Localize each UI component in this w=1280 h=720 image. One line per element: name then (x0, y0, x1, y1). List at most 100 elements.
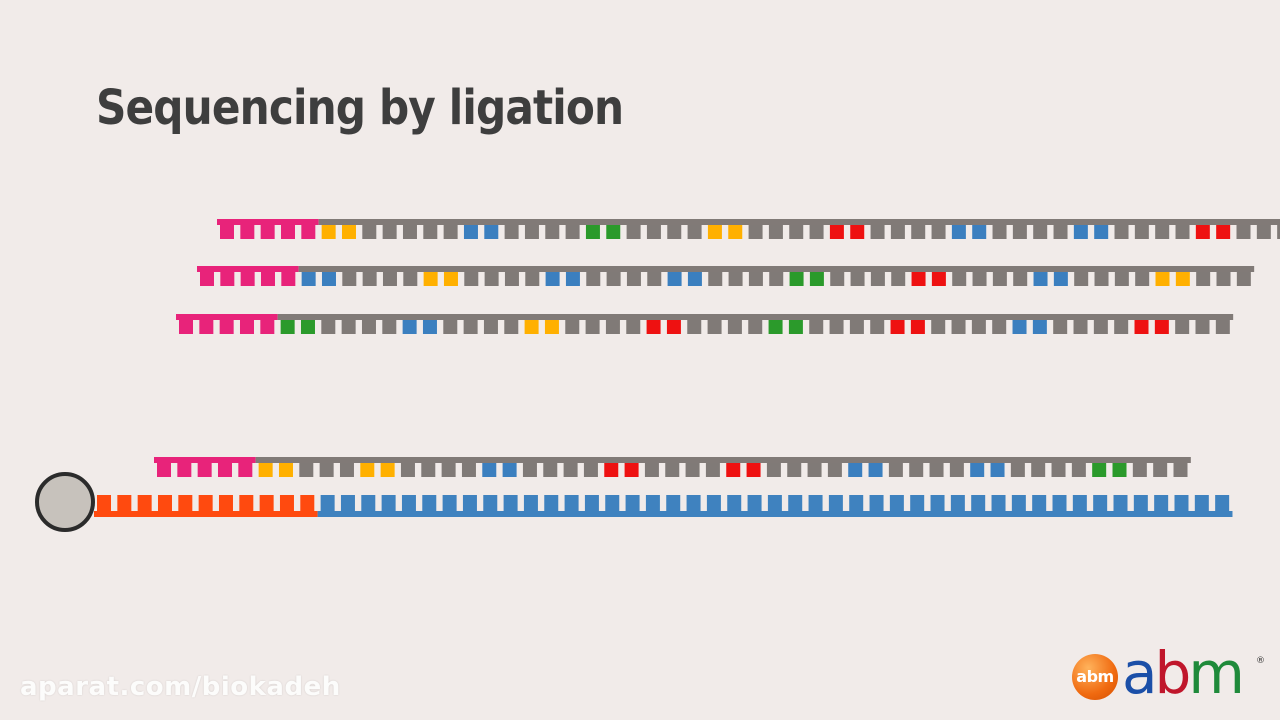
probe-base-g (789, 272, 804, 286)
probe-base-degenerate (789, 225, 804, 239)
probe-base-degenerate (1031, 463, 1046, 477)
probe-base-degenerate (626, 272, 641, 286)
probe-base-degenerate (890, 225, 905, 239)
primer-tooth (260, 272, 275, 286)
probe-base-degenerate (849, 320, 864, 334)
primer-tooth (239, 320, 254, 334)
probe-base-degenerate (931, 225, 946, 239)
probe-base-degenerate (787, 463, 802, 477)
template-tooth (605, 495, 620, 511)
probe-backbone (298, 266, 1255, 272)
probe-base-degenerate (1053, 225, 1068, 239)
adapter-tooth (157, 495, 172, 511)
probe-base-degenerate (647, 272, 662, 286)
probe-base-y (360, 463, 375, 477)
probe-base-degenerate (992, 272, 1007, 286)
probe-base-degenerate (1010, 463, 1025, 477)
probe-base-r (1216, 225, 1231, 239)
probe-set-2 (197, 266, 1255, 286)
probe-base-g (1112, 463, 1127, 477)
probe-base-degenerate (809, 225, 824, 239)
probe-base-degenerate (870, 225, 885, 239)
probe-base-degenerate (644, 463, 659, 477)
probe-base-degenerate (1114, 225, 1129, 239)
probe-base-y (728, 225, 743, 239)
probe-base-degenerate (321, 320, 336, 334)
template-tooth (849, 495, 864, 511)
probe-base-degenerate (829, 320, 844, 334)
probe-base-degenerate (807, 463, 822, 477)
probe-backbone (255, 457, 1191, 463)
probe-base-degenerate (971, 320, 986, 334)
probe-base-degenerate (299, 463, 314, 477)
template-tooth (1072, 495, 1087, 511)
probe-base-b (868, 463, 883, 477)
probe-base-degenerate (1013, 272, 1028, 286)
probe-base-degenerate (931, 320, 946, 334)
probe-base-degenerate (585, 320, 600, 334)
bead-icon (35, 472, 95, 532)
probe-base-degenerate (809, 320, 824, 334)
probe-base-degenerate (1216, 272, 1231, 286)
abm-logo-wordmark: abm (1122, 638, 1245, 708)
primer-tooth (260, 320, 275, 334)
probe-base-degenerate (1132, 463, 1147, 477)
adapter-tooth (259, 495, 274, 511)
probe-base-degenerate (464, 272, 479, 286)
probe-base-degenerate (504, 320, 519, 334)
probe-base-degenerate (362, 225, 377, 239)
probe-base-degenerate (665, 463, 680, 477)
probe-base-degenerate (952, 272, 967, 286)
probe-base-degenerate (362, 272, 377, 286)
primer-bar (197, 266, 299, 272)
template-tooth (666, 495, 681, 511)
probe-base-degenerate (1175, 225, 1190, 239)
probe-base-degenerate (687, 320, 702, 334)
probe-base-degenerate (727, 320, 742, 334)
probe-base-degenerate (1175, 320, 1190, 334)
template-tooth (1194, 495, 1209, 511)
probe-base-y (707, 225, 722, 239)
probe-base-degenerate (443, 320, 458, 334)
primer-tooth (280, 225, 295, 239)
template-tooth (381, 495, 396, 511)
probe-base-degenerate (361, 320, 376, 334)
probe-base-r (850, 225, 865, 239)
probe-base-b (484, 225, 499, 239)
abm-logo-ball-icon: abm (1072, 654, 1118, 700)
template-tooth (523, 495, 538, 511)
probe-base-b (301, 272, 316, 286)
probe-base-degenerate (685, 463, 700, 477)
probe-base-b (667, 272, 682, 286)
template-tooth (727, 495, 742, 511)
adapter-tooth (300, 495, 315, 511)
adapter-tooth (239, 495, 254, 511)
probe-base-degenerate (827, 463, 842, 477)
probe-base-degenerate (1093, 320, 1108, 334)
probe-base-r (1195, 225, 1210, 239)
probe-base-b (990, 463, 1005, 477)
template-tooth (991, 495, 1006, 511)
probe-base-degenerate (870, 272, 885, 286)
template-tooth (686, 495, 701, 511)
probe-base-degenerate (382, 320, 397, 334)
template-tooth (1011, 495, 1026, 511)
probe-base-g (1092, 463, 1107, 477)
probe-base-degenerate (565, 320, 580, 334)
adapter-bar (94, 511, 318, 517)
probe-base-degenerate (342, 272, 357, 286)
probe-base-b (1033, 272, 1048, 286)
template-tooth (422, 495, 437, 511)
primer-tooth (240, 225, 255, 239)
probe-base-degenerate (909, 463, 924, 477)
probe-base-r (910, 320, 925, 334)
probe-base-degenerate (1236, 272, 1251, 286)
probe-base-degenerate (972, 272, 987, 286)
probe-base-y (380, 463, 395, 477)
probe-base-degenerate (992, 225, 1007, 239)
probe-base-degenerate (748, 225, 763, 239)
ligated-probe (154, 457, 1191, 477)
probe-base-degenerate (319, 463, 334, 477)
abm-logo-badge-text: abm (1076, 667, 1114, 686)
